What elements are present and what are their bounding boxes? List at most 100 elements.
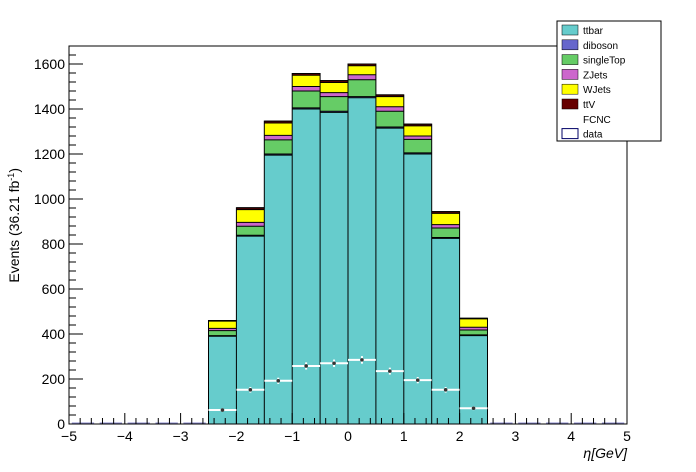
bar-ttV-3 xyxy=(292,73,321,76)
x-tick-label--3: −3 xyxy=(173,428,189,444)
bar-ttV-1 xyxy=(236,207,265,210)
bar-ttbar-4 xyxy=(320,112,348,424)
x-tick-label--2: −2 xyxy=(228,428,244,444)
legend: ttbar diboson singleTop ZJets WJets ttV FCNC da… xyxy=(556,20,662,142)
x-tick-label-0: 0 xyxy=(344,428,352,444)
bar-ttbar-7 xyxy=(403,154,432,424)
bar-ttbar-3 xyxy=(292,109,321,424)
legend-swatch-ttV xyxy=(561,98,579,110)
bar-ttV-7 xyxy=(403,124,432,126)
bar-singleTop-0 xyxy=(208,330,237,336)
data-point-9 xyxy=(471,406,476,411)
bar-singleTop-8 xyxy=(431,228,460,238)
bar-ttbar-8 xyxy=(431,238,460,424)
bar-ttV-6 xyxy=(375,94,404,97)
y-tick-label-1200: 1200 xyxy=(34,146,65,162)
data-point-0 xyxy=(220,408,225,412)
data-point-5 xyxy=(360,358,364,362)
x-tick-label-3: 3 xyxy=(512,428,520,444)
bar-WJets-2 xyxy=(264,122,293,136)
bar-WJets-0 xyxy=(208,321,237,329)
bar-ttbar-9 xyxy=(459,335,488,424)
bar-ZJets-4 xyxy=(320,92,348,97)
legend-label-FCNC: FCNC xyxy=(583,115,611,126)
bar-WJets-1 xyxy=(236,209,265,223)
x-tick-label--4: −4 xyxy=(117,428,133,444)
x-axis-title: η[GeV] xyxy=(583,445,628,461)
y-tick-label-800: 800 xyxy=(42,236,66,252)
bar-singleTop-3 xyxy=(292,91,321,108)
x-axis: −5 −4 −3 −2 −1 0 1 2 3 4 5 xyxy=(61,413,631,444)
bar-ZJets-1 xyxy=(236,222,265,227)
legend-label-ttV: ttV xyxy=(583,100,596,111)
legend-swatch-diboson xyxy=(561,39,579,51)
legend-swatch-ttbar xyxy=(561,24,579,36)
data-point-1 xyxy=(248,388,253,392)
bar-ZJets-0 xyxy=(208,328,237,331)
bar-ttbar-6 xyxy=(375,128,404,424)
bar-ZJets-7 xyxy=(403,136,432,140)
legend-label-ZJets: ZJets xyxy=(583,70,607,81)
y-tick-label-1400: 1400 xyxy=(34,101,65,117)
legend-swatch-ZJets xyxy=(561,69,579,80)
data-point-3 xyxy=(304,364,308,368)
x-tick-label--5: −5 xyxy=(61,428,77,444)
bar-singleTop-7 xyxy=(403,139,432,153)
bar-singleTop-1 xyxy=(236,226,265,236)
data-points xyxy=(71,356,625,424)
x-tick-label-1: 1 xyxy=(400,428,408,444)
bar-ttbar-1 xyxy=(236,236,265,424)
data-point-4 xyxy=(332,361,336,366)
bar-diboson-3 xyxy=(292,107,321,109)
bar-ZJets-8 xyxy=(431,224,460,229)
bar-WJets-4 xyxy=(320,82,348,93)
bar-singleTop-4 xyxy=(320,96,348,112)
bar-ttV-4 xyxy=(320,80,348,83)
y-tick-label-600: 600 xyxy=(42,281,66,297)
data-point-6 xyxy=(388,369,392,373)
bar-diboson-4 xyxy=(320,111,348,113)
bar-ttV-8 xyxy=(431,211,460,214)
y-tick-label-1600: 1600 xyxy=(34,56,65,72)
bar-diboson-6 xyxy=(375,127,404,129)
x-tick-label-4: 4 xyxy=(567,428,575,444)
bar-WJets-7 xyxy=(403,125,432,136)
bar-ZJets-9 xyxy=(459,327,488,330)
legend-label-diboson: diboson xyxy=(583,41,618,52)
bar-singleTop-5 xyxy=(348,79,376,97)
legend-label-data: data xyxy=(583,130,603,141)
bar-WJets-3 xyxy=(292,75,321,87)
data-point-2 xyxy=(276,379,281,383)
y-tick-label-0: 0 xyxy=(57,416,65,432)
legend-label-ttbar: ttbar xyxy=(583,26,604,37)
bar-ZJets-2 xyxy=(264,135,293,140)
y-tick-label-400: 400 xyxy=(42,326,66,342)
bar-ttV-2 xyxy=(264,121,293,123)
bar-singleTop-2 xyxy=(264,139,293,154)
bar-WJets-5 xyxy=(348,65,376,75)
bar-diboson-7 xyxy=(403,152,432,154)
bar-ttV-5 xyxy=(348,64,376,66)
bar-WJets-6 xyxy=(375,96,404,107)
x-tick-label--1: −1 xyxy=(284,428,300,444)
x-tick-label-5: 5 xyxy=(623,428,631,444)
y-tick-label-1000: 1000 xyxy=(34,191,65,207)
y-axis: 0 200 400 600 800 1000 1200 1400 1600 xyxy=(34,45,83,432)
bar-WJets-8 xyxy=(431,213,460,225)
x-tick-label-2: 2 xyxy=(456,428,464,444)
y-axis-title: Events (36.21 fb-1) xyxy=(6,168,22,283)
legend-label-WJets: WJets xyxy=(583,85,611,96)
legend-swatch-singleTop xyxy=(561,54,579,65)
data-point-7 xyxy=(415,378,420,382)
bar-WJets-9 xyxy=(459,318,488,328)
bar-singleTop-6 xyxy=(375,111,404,127)
y-tick-label-200: 200 xyxy=(42,371,66,387)
bar-ttbar-5 xyxy=(348,97,376,424)
bar-diboson-2 xyxy=(264,154,293,156)
bar-ZJets-5 xyxy=(348,74,376,80)
bar-diboson-5 xyxy=(348,96,376,98)
legend-label-singleTop: singleTop xyxy=(583,56,626,67)
legend-swatch-data xyxy=(561,128,579,140)
bar-ZJets-3 xyxy=(292,86,321,91)
legend-swatch-WJets xyxy=(561,83,579,95)
